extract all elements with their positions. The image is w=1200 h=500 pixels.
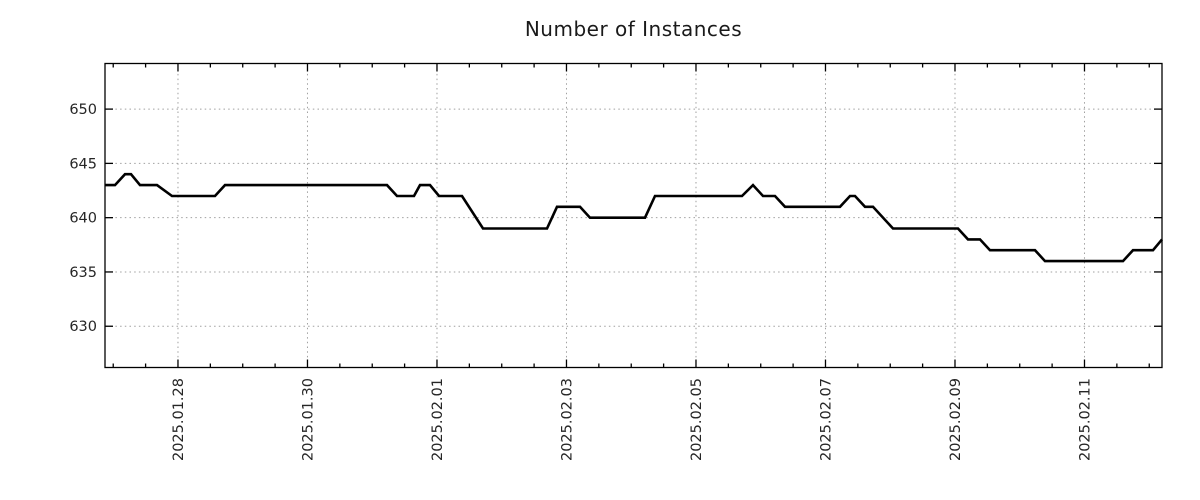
x-tick-label: 2025.01.28 (171, 378, 187, 461)
x-tick-label: 2025.01.30 (300, 378, 316, 461)
plot-frame (104, 62, 1163, 369)
x-tick-label: 2025.02.03 (559, 378, 575, 461)
x-tick-label: 2025.02.09 (948, 378, 964, 461)
y-tick-label: 630 (69, 319, 97, 335)
x-tick-label: 2025.02.07 (818, 378, 834, 461)
series-line-instances (105, 172, 1163, 263)
x-tick-label: 2025.02.11 (1077, 378, 1093, 461)
y-tick-label: 645 (69, 156, 97, 172)
y-tick-label: 635 (69, 265, 97, 281)
y-tick-label: 650 (69, 102, 97, 118)
x-tick-label: 2025.02.01 (430, 378, 446, 461)
x-tick-label: 2025.02.05 (689, 378, 705, 461)
y-tick-label: 640 (69, 211, 97, 227)
chart-title: Number of Instances (524, 17, 743, 41)
